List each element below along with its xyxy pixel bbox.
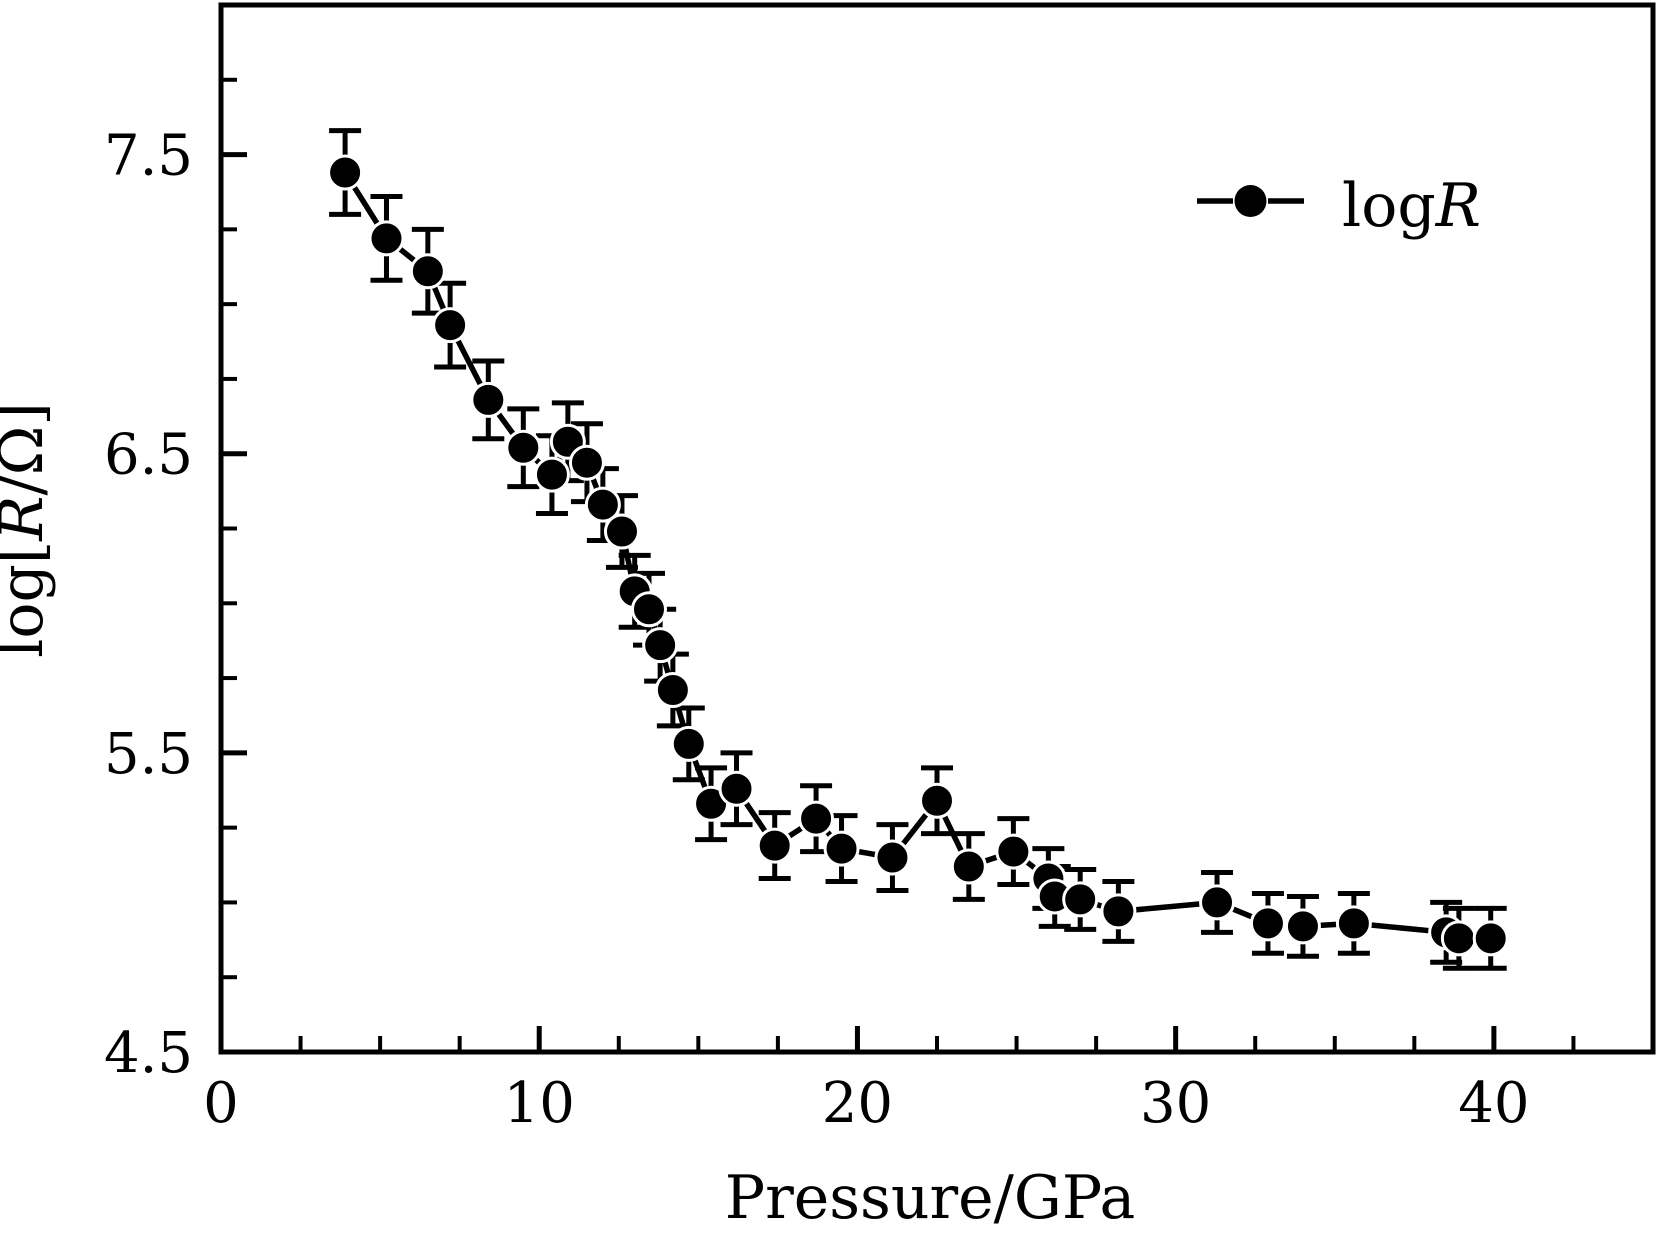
data-point-marker [1335,905,1372,942]
x-tick-label: 20 [822,1071,893,1136]
data-point-marker [1249,905,1286,942]
data-point-marker [327,154,364,191]
data-point-marker [1284,908,1321,945]
data-point-marker [654,672,691,709]
y-tick-label: 6.5 [104,423,193,488]
data-line [342,171,1491,942]
data-point-marker [470,381,507,418]
data-point-marker [1100,893,1137,930]
axis-ticks [218,77,1576,1055]
x-tick-label: 40 [1458,1071,1529,1136]
legend: logR [1197,171,1481,241]
plot-border [218,2,1656,1055]
data-point-marker [874,839,911,876]
x-tick-label: 10 [504,1071,575,1136]
legend-label: logR [1342,171,1481,241]
y-tick-labels: 4.5 5.5 6.5 7.5 [104,124,193,1086]
x-tick-label: 0 [203,1071,239,1136]
data-point-marker [756,827,793,864]
data-point-marker [718,770,755,807]
data-point-marker [1062,881,1099,918]
data-point-marker [798,800,835,837]
data-point-marker [1199,884,1236,921]
data-point-marker [568,444,605,481]
data-point-marker [1472,920,1509,957]
y-tick-label: 5.5 [104,722,193,787]
data-point-marker [1440,920,1477,957]
data-point-marker [409,253,446,290]
data-point-marker [995,833,1032,870]
data-point-marker [823,830,860,867]
legend-marker [1234,185,1267,217]
data-point-marker [670,725,707,762]
data-point-marker [603,513,640,550]
data-point-marker [919,782,955,819]
data-point-marker [368,220,405,257]
data-point-marker [631,591,668,628]
data-point-marker [533,456,570,493]
x-tick-label: 30 [1140,1071,1211,1136]
x-tick-labels: 0 10 20 30 40 [203,1071,1529,1136]
y-tick-label: 7.5 [104,124,193,189]
x-axis-label: Pressure/GPa [725,1163,1136,1233]
y-tick-label: 4.5 [104,1021,193,1086]
data-point-marker [584,486,621,523]
data-point-marker [950,848,987,885]
y-axis-label: log[R/Ω] [0,402,57,658]
data-point-marker [505,429,542,466]
error-bars [329,128,1507,971]
data-point-marker [642,627,679,664]
data-points [327,154,1509,957]
data-point-marker [432,307,469,344]
